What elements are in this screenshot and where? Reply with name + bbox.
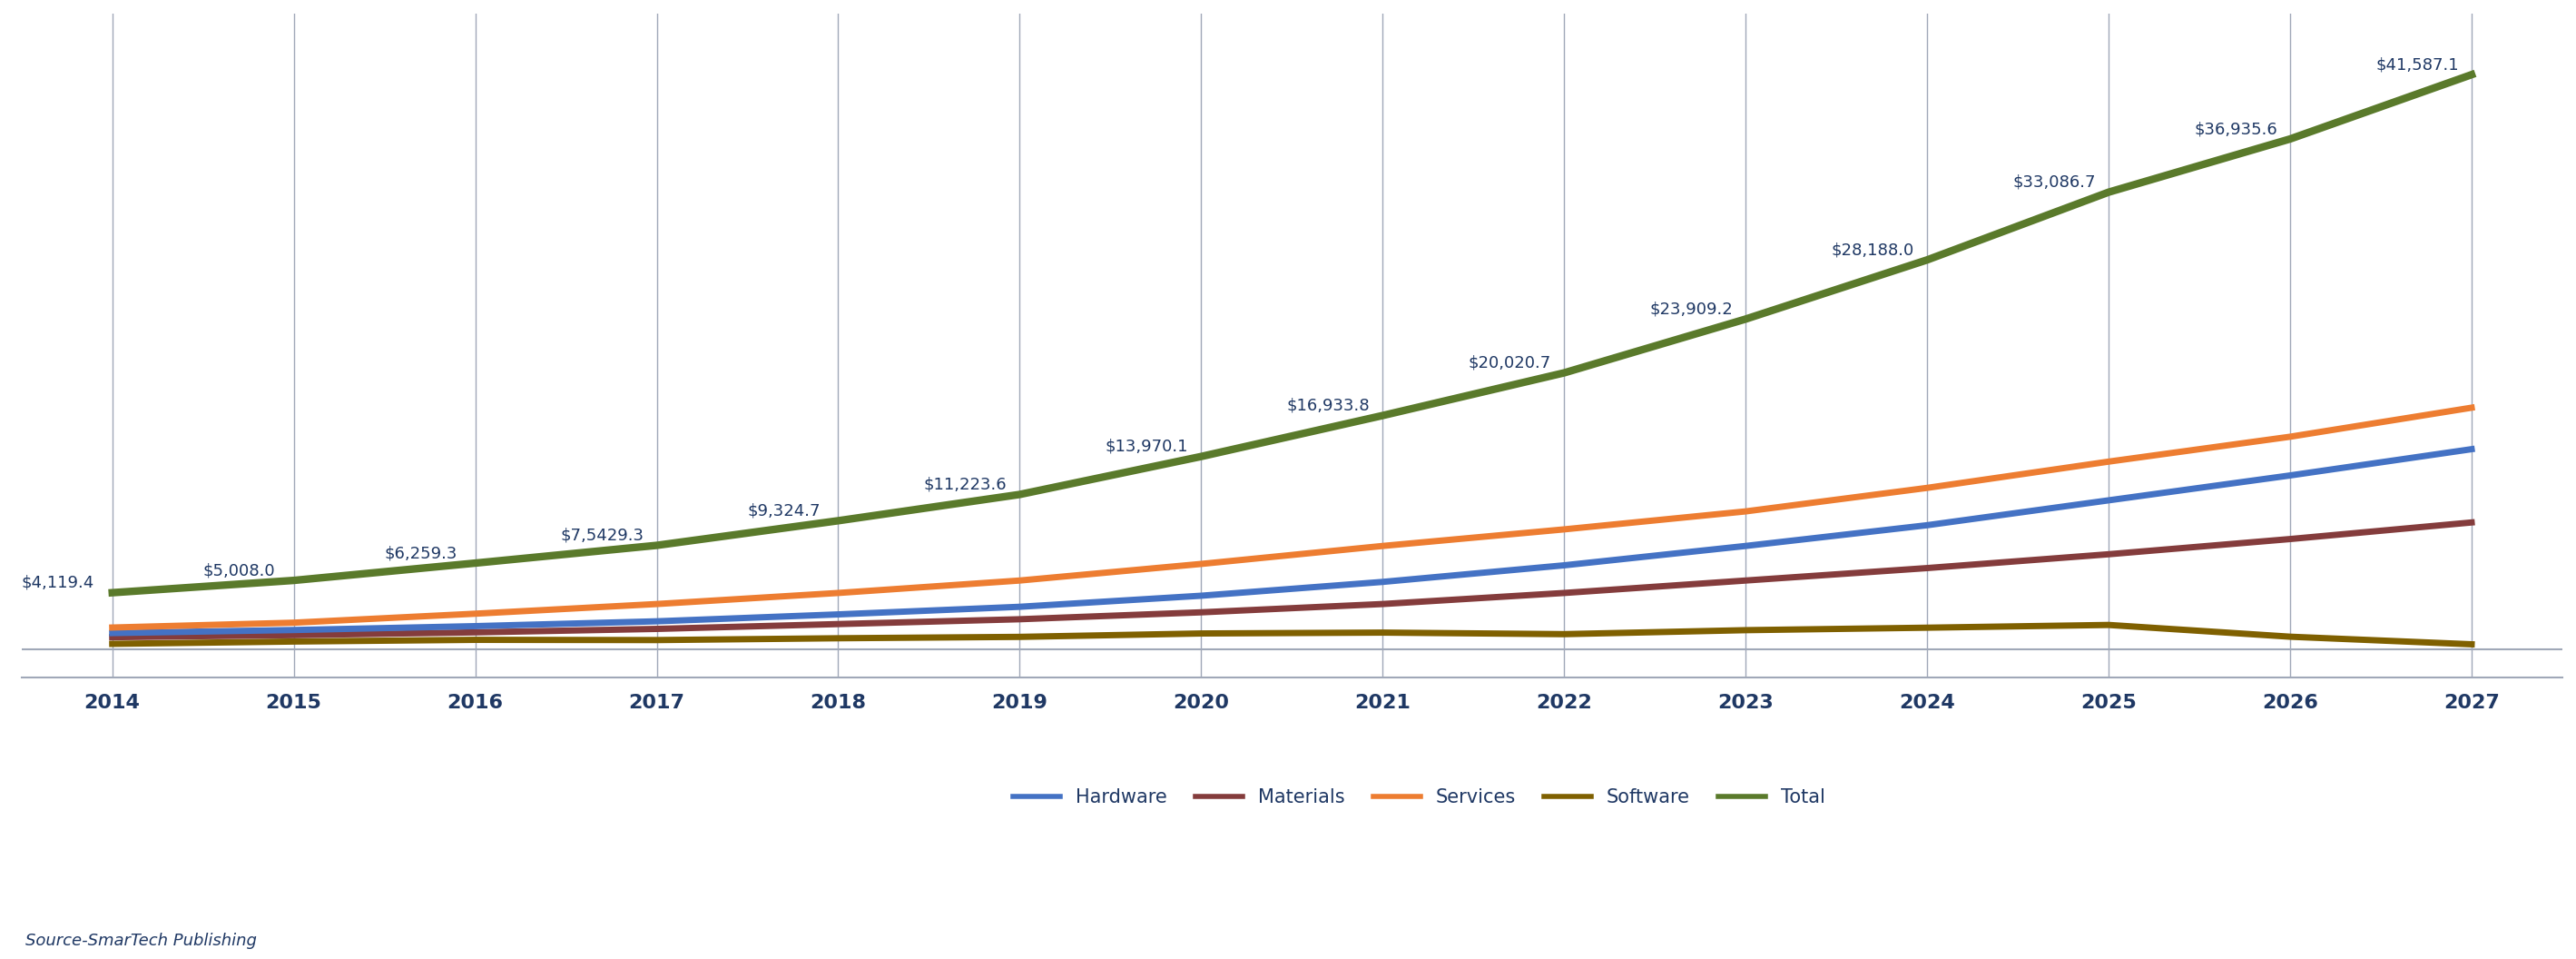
Legend: Hardware, Materials, Services, Software, Total: Hardware, Materials, Services, Software,… [1005, 781, 1832, 814]
Text: $16,933.8: $16,933.8 [1285, 398, 1370, 414]
Text: $9,324.7: $9,324.7 [747, 503, 819, 519]
Text: $23,909.2: $23,909.2 [1649, 301, 1734, 317]
Text: $41,587.1: $41,587.1 [2375, 57, 2458, 73]
Text: $36,935.6: $36,935.6 [2195, 121, 2277, 137]
Text: $5,008.0: $5,008.0 [204, 562, 276, 579]
Text: $11,223.6: $11,223.6 [925, 477, 1007, 493]
Text: $33,086.7: $33,086.7 [2012, 175, 2097, 191]
Text: $28,188.0: $28,188.0 [1832, 242, 1914, 258]
Text: $4,119.4: $4,119.4 [21, 574, 95, 591]
Text: $20,020.7: $20,020.7 [1468, 355, 1551, 371]
Text: $6,259.3: $6,259.3 [384, 545, 459, 561]
Text: Source-SmarTech Publishing: Source-SmarTech Publishing [26, 933, 258, 949]
Text: $7,5429.3: $7,5429.3 [562, 527, 644, 544]
Text: $13,970.1: $13,970.1 [1105, 438, 1188, 455]
